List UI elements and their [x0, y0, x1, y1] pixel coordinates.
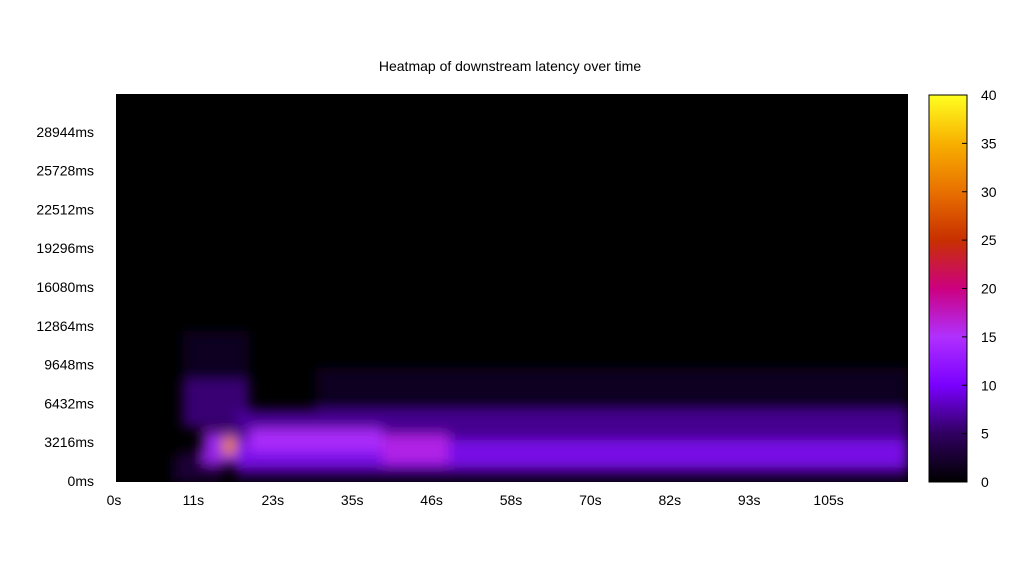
colorbar-axis: 0 5 10 15 20 25 30 35 40	[962, 87, 997, 490]
colorbar-tick-label: 10	[981, 377, 997, 393]
y-tick-label: 16080ms	[36, 279, 94, 295]
chart-title: Heatmap of downstream latency over time	[379, 58, 641, 74]
y-tick-label: 0ms	[68, 473, 94, 489]
heatmap-region-0	[116, 463, 176, 482]
y-axis: 0ms 3216ms 6432ms 9648ms 12864ms 16080ms 19296…	[36, 124, 94, 489]
x-tick-label: 46s	[420, 492, 443, 508]
colorbar-tick-label: 0	[981, 474, 989, 490]
x-tick-label: 23s	[262, 492, 285, 508]
x-tick-label: 58s	[500, 492, 523, 508]
heatmap-region-9	[315, 367, 908, 410]
colorbar-tick-label: 5	[981, 426, 989, 442]
y-tick-label: 25728ms	[36, 163, 94, 179]
heatmap-region-11	[382, 433, 449, 464]
y-tick-label: 28944ms	[36, 124, 94, 140]
heatmap-region-6	[235, 467, 908, 482]
colorbar	[928, 94, 968, 483]
heatmap-region-3	[182, 331, 250, 380]
heatmap-region-10	[249, 427, 383, 452]
x-tick-label: 70s	[579, 492, 602, 508]
y-tick-label: 22512ms	[36, 201, 94, 217]
colorbar-tick-label: 40	[981, 87, 997, 103]
x-tick-label: 82s	[659, 492, 682, 508]
x-tick-label: 35s	[341, 492, 364, 508]
colorbar-tick-label: 20	[981, 281, 997, 297]
y-tick-label: 12864ms	[36, 318, 94, 334]
colorbar-tick-label: 15	[981, 329, 997, 345]
heatmap-cells	[116, 331, 908, 482]
y-tick-label: 9648ms	[44, 357, 94, 373]
x-tick-label: 0s	[107, 492, 122, 508]
x-axis: 0s 11s 23s 35s 46s 58s 70s 82s 93s 105s	[107, 492, 844, 508]
colorbar-tick-label: 25	[981, 232, 997, 248]
x-tick-label: 11s	[183, 492, 205, 508]
y-tick-label: 6432ms	[44, 395, 94, 411]
y-tick-label: 19296ms	[36, 240, 94, 256]
x-tick-label: 105s	[813, 492, 843, 508]
x-tick-label: 93s	[738, 492, 761, 508]
y-tick-label: 3216ms	[44, 434, 94, 450]
colorbar-tick-label: 30	[981, 184, 997, 200]
colorbar-tick-label: 35	[981, 135, 997, 151]
